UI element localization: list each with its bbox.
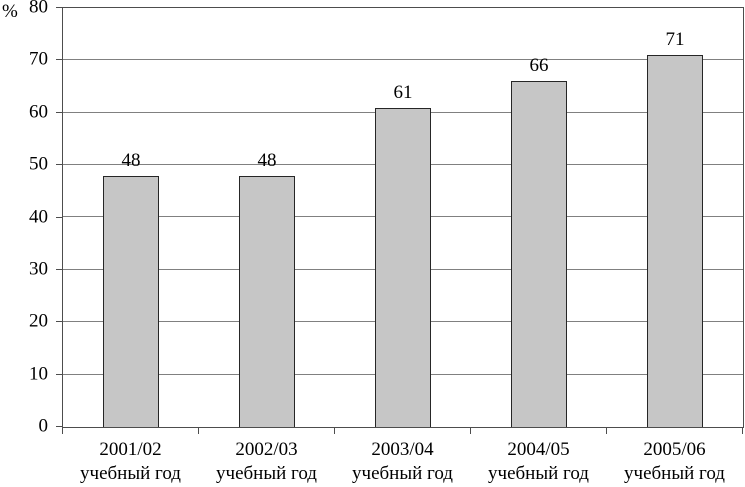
y-axis-tick	[56, 7, 62, 8]
x-label-suffix: учебный год	[352, 463, 453, 484]
x-axis-category-label: 2002/03 учебный год	[198, 438, 335, 486]
x-axis-tick	[198, 427, 199, 434]
y-axis-tick	[56, 59, 62, 60]
y-axis-tick-label: 0	[38, 415, 49, 437]
y-axis-tick-label: 70	[29, 48, 48, 70]
y-axis-tick	[56, 426, 62, 427]
x-label-suffix: учебный год	[216, 463, 317, 484]
y-axis-tick	[56, 217, 62, 218]
bar-value-label: 48	[121, 150, 141, 171]
x-label-year: 2004/05	[507, 439, 570, 460]
bar-value-label: 61	[393, 82, 413, 103]
y-axis-tick	[56, 112, 62, 113]
x-label-suffix: учебный год	[488, 463, 589, 484]
x-label-year: 2001/02	[99, 439, 162, 460]
bar-value-label: 71	[665, 29, 685, 50]
bar	[647, 55, 703, 427]
y-axis-tick	[56, 269, 62, 270]
x-axis-tick	[62, 427, 63, 434]
x-label-suffix: учебный год	[80, 463, 181, 484]
plot-area: 48 48 61 66 71	[62, 7, 744, 428]
y-axis-tick	[56, 164, 62, 165]
bar	[375, 108, 431, 427]
gridline	[63, 59, 743, 60]
y-axis-tick-label: 20	[29, 310, 48, 332]
bar-value-label: 66	[529, 55, 549, 76]
bar	[239, 176, 295, 427]
bar	[103, 176, 159, 427]
y-axis-tick-label: 30	[29, 258, 48, 280]
x-axis-category-label: 2003/04 учебный год	[334, 438, 471, 486]
y-axis-tick-label: 80	[29, 0, 48, 18]
y-axis-tick	[56, 374, 62, 375]
x-axis-tick	[742, 427, 743, 434]
x-axis-category-label: 2005/06 учебный год	[606, 438, 743, 486]
x-label-year: 2003/04	[371, 439, 434, 460]
bar	[511, 81, 567, 427]
y-axis-tick-label: 60	[29, 101, 48, 123]
x-label-year: 2002/03	[235, 439, 298, 460]
y-axis-tick-label: 10	[29, 363, 48, 385]
x-axis-tick	[470, 427, 471, 434]
y-axis-tick-label: 50	[29, 153, 48, 175]
x-axis-category-label: 2001/02 учебный год	[62, 438, 199, 486]
x-axis-tick	[334, 427, 335, 434]
x-axis-tick	[606, 427, 607, 434]
y-axis-tick	[56, 321, 62, 322]
x-label-suffix: учебный год	[624, 463, 725, 484]
y-axis-tick-label: 40	[29, 206, 48, 228]
x-axis-category-label: 2004/05 учебный год	[470, 438, 607, 486]
x-label-year: 2005/06	[643, 439, 706, 460]
bar-value-label: 48	[257, 150, 277, 171]
y-axis-unit-label: %	[2, 1, 18, 22]
